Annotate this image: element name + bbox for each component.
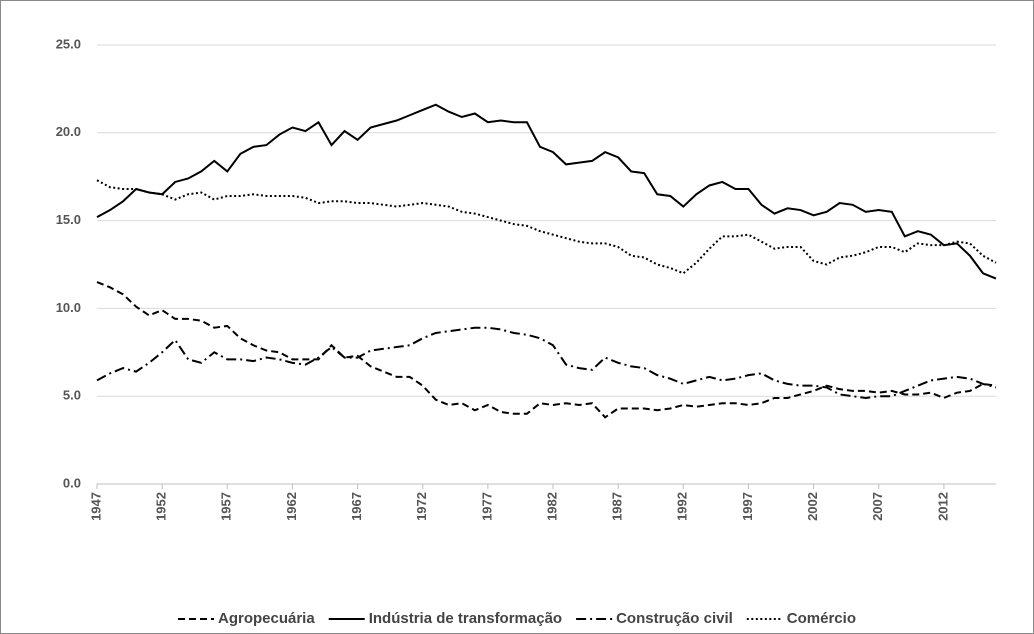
x-tick-label: 1962 <box>284 492 299 521</box>
legend-label: Construção civil <box>616 610 733 627</box>
y-tick-label: 5.0 <box>63 388 81 403</box>
y-tick-label: 0.0 <box>63 475 81 490</box>
y-tick-label: 10.0 <box>56 300 81 315</box>
x-tick-label: 2012 <box>935 492 950 521</box>
series-line <box>96 281 997 419</box>
x-tick-label: 1972 <box>414 492 429 521</box>
x-tick-label: 2007 <box>870 492 885 521</box>
legend-label: Indústria de transformação <box>369 610 562 627</box>
x-tick-label: 1997 <box>740 492 755 521</box>
legend-label: Agropecuária <box>218 610 315 627</box>
series-line <box>96 103 997 280</box>
x-tick-label: 1957 <box>219 492 234 521</box>
series-line <box>96 179 997 275</box>
x-tick-label: 1947 <box>88 492 103 521</box>
y-tick-label: 25.0 <box>56 36 81 51</box>
y-tick-label: 20.0 <box>56 124 81 139</box>
x-tick-label: 1967 <box>349 492 364 521</box>
x-tick-label: 1982 <box>544 492 559 521</box>
x-tick-label: 1987 <box>610 492 625 521</box>
x-tick-label: 2002 <box>805 492 820 521</box>
series-line <box>96 326 997 399</box>
x-tick-label: 1992 <box>675 492 690 521</box>
legend-label: Comércio <box>787 610 856 627</box>
x-tick-label: 1977 <box>479 492 494 521</box>
x-tick-label: 1952 <box>154 492 169 521</box>
y-tick-label: 15.0 <box>56 212 81 227</box>
